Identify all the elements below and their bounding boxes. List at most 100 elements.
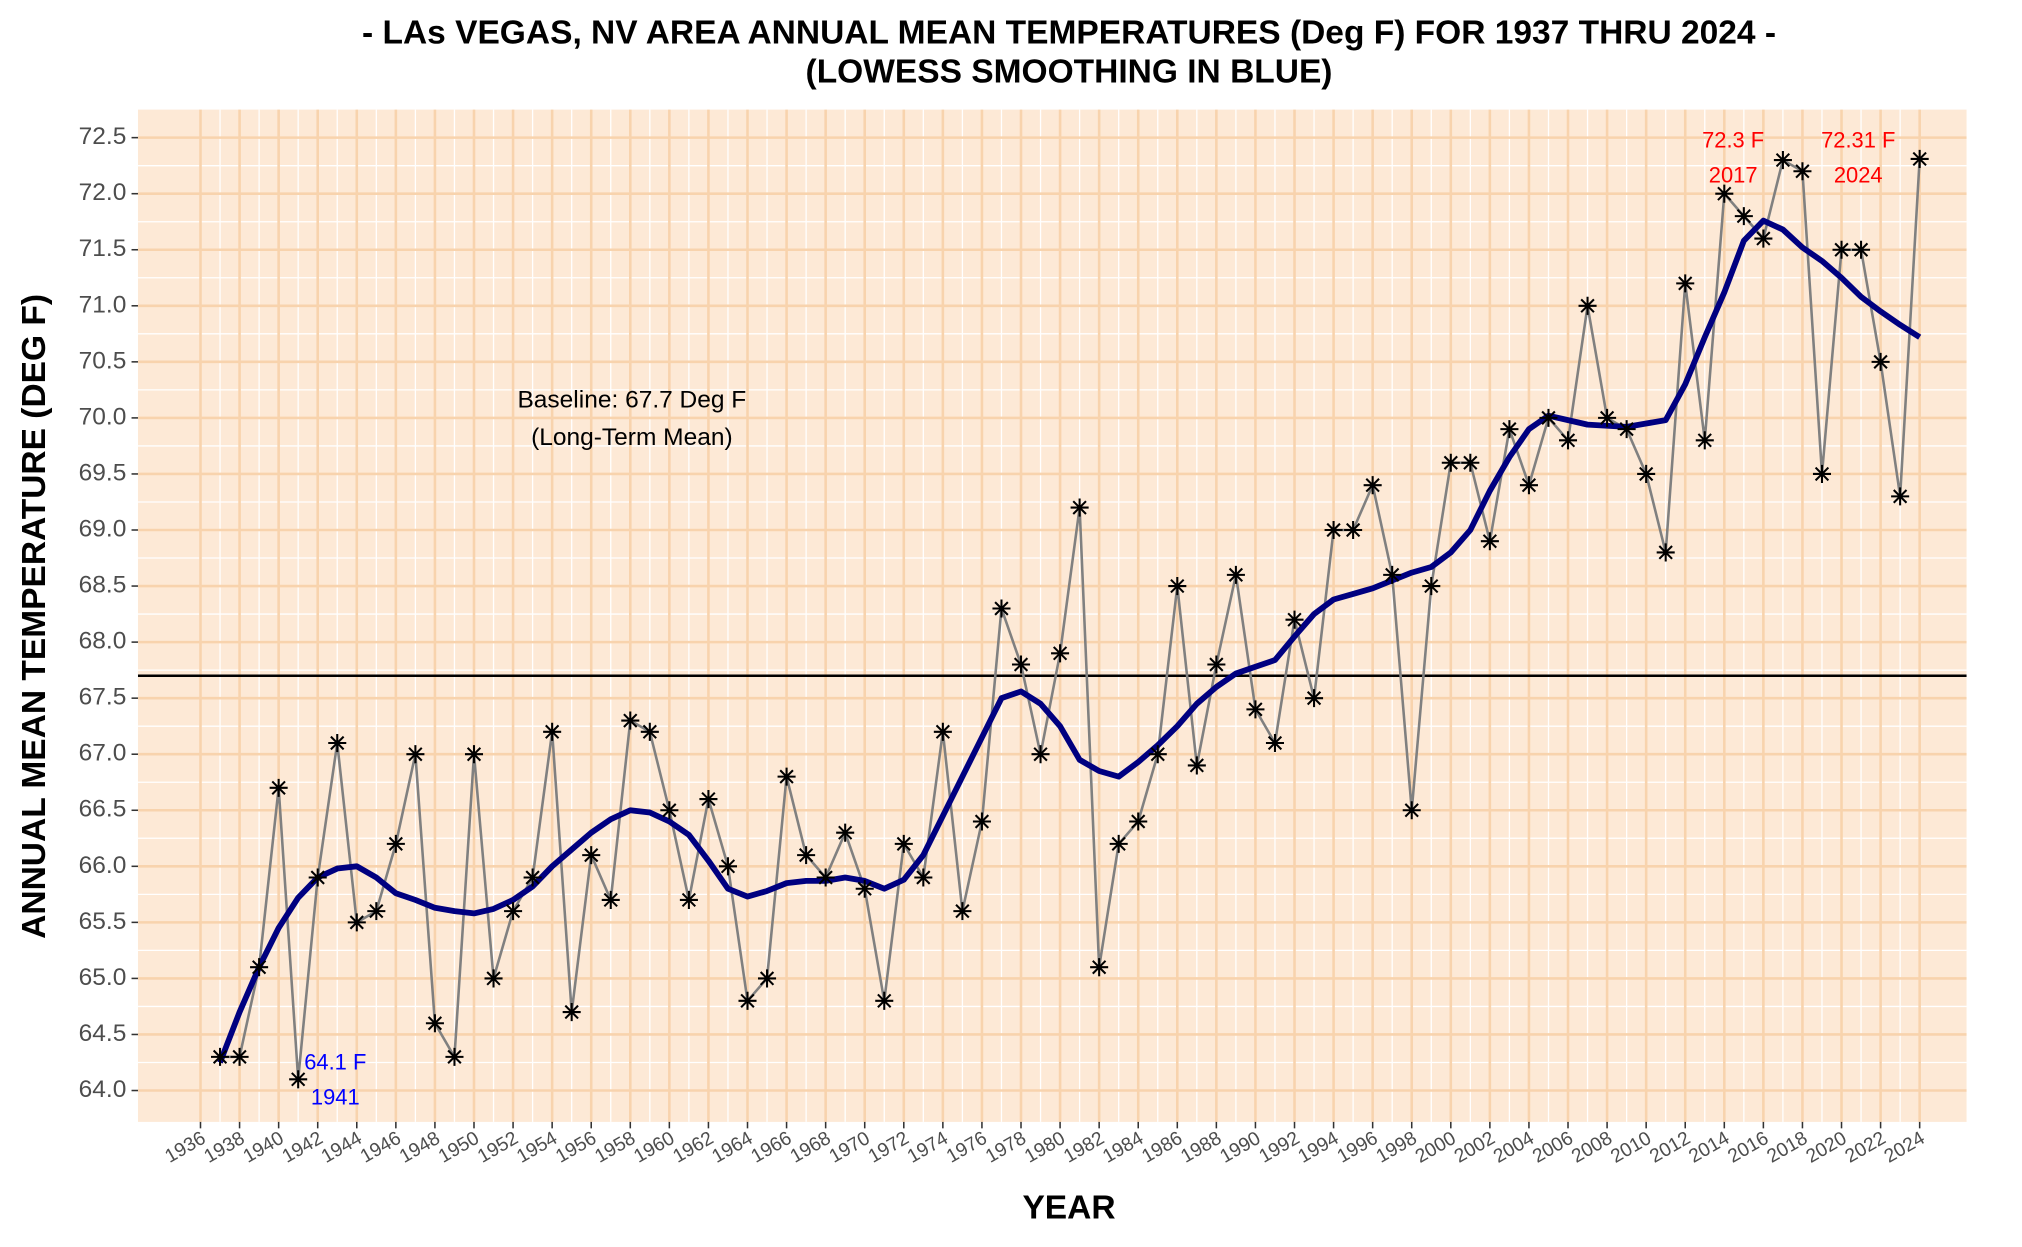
data-point xyxy=(1070,498,1089,517)
y-tick-label: 69.0 xyxy=(79,515,127,542)
data-point xyxy=(914,868,933,887)
data-point xyxy=(1891,487,1910,506)
data-point xyxy=(1812,464,1832,483)
y-tick-label: 66.0 xyxy=(79,852,127,879)
data-point xyxy=(1734,207,1753,226)
data-point xyxy=(1324,520,1343,540)
data-point xyxy=(1480,532,1499,551)
y-tick-label: 64.5 xyxy=(79,1020,127,1047)
annotation: 1941 xyxy=(311,1084,360,1109)
y-tick-label: 72.0 xyxy=(79,179,127,206)
data-point xyxy=(406,745,425,764)
data-point xyxy=(523,868,542,887)
data-point xyxy=(1011,655,1031,674)
y-tick-label: 66.5 xyxy=(79,796,127,823)
data-point xyxy=(601,890,620,909)
y-tick-label: 64.0 xyxy=(79,1076,127,1103)
data-point xyxy=(1539,408,1558,427)
y-tick-label: 65.0 xyxy=(79,964,127,991)
data-point xyxy=(1558,431,1578,450)
data-point xyxy=(894,834,913,853)
data-point xyxy=(1656,543,1675,562)
data-point xyxy=(758,969,777,988)
data-point xyxy=(347,913,366,932)
y-tick-label: 68.0 xyxy=(79,628,127,655)
data-point xyxy=(1051,644,1070,663)
data-point xyxy=(836,823,855,842)
annotation: 2024 xyxy=(1834,162,1883,187)
data-point xyxy=(464,745,484,764)
data-point xyxy=(640,722,659,741)
x-axis-title: YEAR xyxy=(1022,1189,1115,1226)
data-point xyxy=(1910,149,1929,168)
data-point xyxy=(1129,812,1148,831)
data-point xyxy=(1773,151,1792,170)
annotation: 2017 xyxy=(1709,162,1758,187)
data-point xyxy=(816,868,835,887)
annotation: 72.3 F xyxy=(1702,128,1764,153)
y-tick-label: 67.5 xyxy=(79,684,127,711)
data-point xyxy=(777,767,796,786)
data-point xyxy=(1715,184,1734,203)
data-point xyxy=(1109,834,1128,853)
data-point xyxy=(855,879,874,898)
y-tick-label: 72.5 xyxy=(79,123,127,150)
y-tick-label: 68.5 xyxy=(79,572,127,599)
x-tick-label: 2024 xyxy=(1880,1127,1928,1168)
data-point xyxy=(1871,352,1890,371)
data-point xyxy=(1519,476,1538,495)
data-point xyxy=(1187,756,1206,775)
data-point xyxy=(425,1014,444,1033)
data-point xyxy=(1383,565,1402,584)
annotation: 72.31 F xyxy=(1821,128,1895,153)
data-point xyxy=(562,1003,581,1022)
y-tick-label: 65.5 xyxy=(79,908,127,935)
data-point xyxy=(1695,431,1714,450)
data-point xyxy=(1793,162,1812,181)
data-point xyxy=(367,902,386,921)
data-point xyxy=(992,599,1011,618)
data-point xyxy=(1265,733,1285,753)
data-point xyxy=(1305,689,1324,708)
data-point xyxy=(1226,565,1245,584)
data-point xyxy=(1676,274,1695,293)
y-tick-label: 71.0 xyxy=(79,291,127,318)
plot-panel xyxy=(137,109,1967,1122)
data-point xyxy=(1617,420,1636,439)
data-point xyxy=(1422,577,1441,596)
data-point xyxy=(269,778,288,797)
data-point xyxy=(386,834,405,853)
data-point xyxy=(211,1047,230,1066)
data-point xyxy=(1285,610,1304,629)
data-point xyxy=(1500,420,1519,439)
y-tick-label: 67.0 xyxy=(79,740,127,767)
data-point xyxy=(1852,240,1871,259)
chart-subtitle: (LOWESS SMOOTHING IN BLUE) xyxy=(806,53,1333,90)
data-point xyxy=(504,902,523,921)
annotation: (Long-Term Mean) xyxy=(531,424,733,451)
data-point xyxy=(699,790,718,809)
data-point xyxy=(1207,655,1226,674)
data-point xyxy=(230,1047,249,1066)
data-point xyxy=(621,711,640,730)
data-point xyxy=(1148,745,1167,764)
data-point xyxy=(1168,577,1187,596)
chart-title: - LAs VEGAS, NV AREA ANNUAL MEAN TEMPERA… xyxy=(362,15,1776,52)
y-tick-label: 70.0 xyxy=(79,403,127,430)
data-point xyxy=(953,902,972,921)
data-point xyxy=(543,722,562,741)
data-point xyxy=(1637,464,1656,483)
data-point xyxy=(718,857,737,876)
data-point xyxy=(1363,476,1382,495)
annotation: Baseline: 67.7 Deg F xyxy=(517,387,746,414)
data-point xyxy=(445,1047,464,1066)
y-tick-label: 71.5 xyxy=(79,235,127,262)
y-tick-label: 70.5 xyxy=(79,347,127,374)
grid xyxy=(137,109,1967,1122)
data-point xyxy=(1754,229,1773,248)
data-point xyxy=(250,958,269,977)
data-point xyxy=(1832,240,1851,259)
data-point xyxy=(875,991,894,1010)
smooth-line xyxy=(217,217,1922,1064)
